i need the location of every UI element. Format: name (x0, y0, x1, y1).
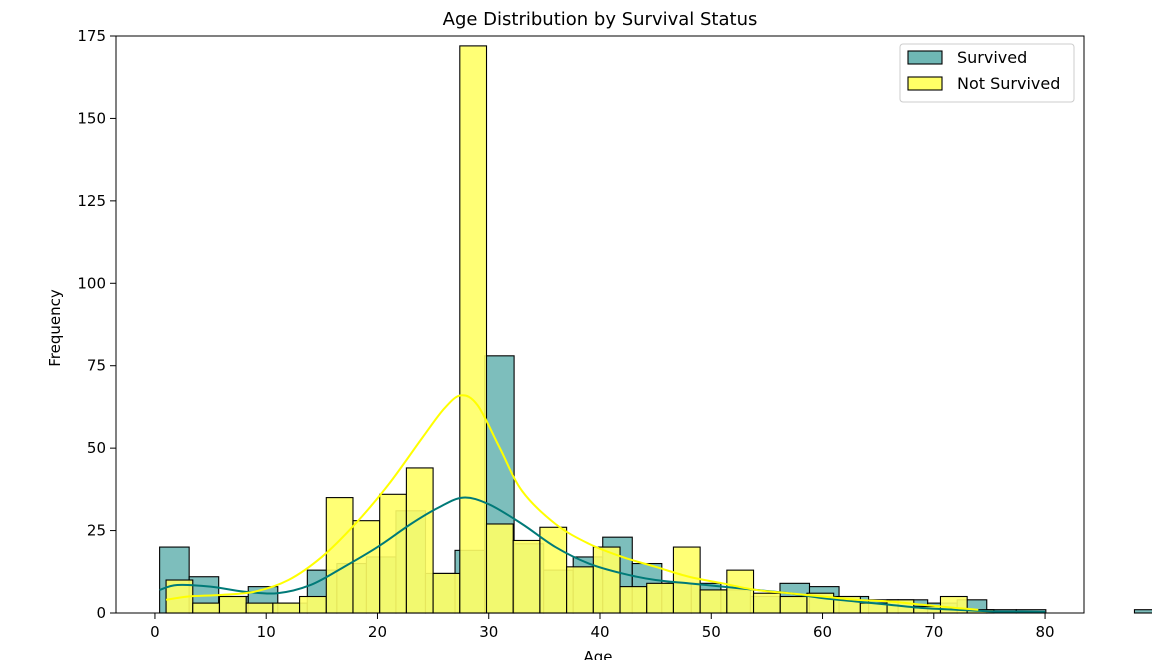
histogram-bar (272, 602, 301, 614)
histogram-bar (726, 569, 755, 614)
x-tick-label: 80 (1036, 623, 1055, 641)
x-tick-label: 0 (150, 623, 160, 641)
axes: 0 10 20 30 40 50 60 70 80 0 25 50 75 100 125 150 175 (77, 27, 1085, 641)
legend[interactable]: Survived Not Survived (899, 43, 1075, 103)
chart-title: Age Distribution by Survival Status (443, 9, 758, 30)
histogram-bar (619, 586, 648, 614)
histogram-bar (485, 523, 514, 614)
x-axis-label: Age (583, 648, 612, 660)
histogram-bar (379, 493, 407, 614)
histogram-bar (699, 589, 728, 614)
x-tick-label: 50 (702, 623, 721, 641)
legend-swatch (907, 76, 943, 91)
histogram-bar (192, 602, 221, 614)
y-axis-label: Frequency (46, 289, 64, 367)
legend-swatch (907, 50, 943, 65)
legend-label: Survived (957, 48, 1027, 67)
y-tick-label: 100 (77, 274, 106, 292)
kde-line-not-survived (165, 394, 979, 611)
y-tick-label: 0 (96, 604, 106, 622)
histogram-bar (1133, 609, 1152, 614)
legend-label: Not Survived (957, 74, 1060, 93)
histogram-bar (566, 566, 594, 614)
histogram-bar (779, 595, 808, 614)
histogram-bar (405, 467, 434, 614)
plot-area (159, 45, 1152, 614)
histogram-bar (245, 602, 274, 614)
x-tick-label: 30 (479, 623, 498, 641)
histogram-bar (592, 546, 621, 614)
x-tick-label: 60 (813, 623, 832, 641)
y-tick-label: 175 (77, 27, 106, 45)
y-tick-label: 75 (87, 357, 106, 375)
y-tick-label: 25 (87, 522, 106, 540)
kde-line-survived (159, 496, 1046, 614)
histogram-bar (646, 582, 674, 614)
histogram-bar (512, 539, 541, 614)
histogram-bar (459, 45, 488, 614)
histogram-bar (325, 497, 354, 614)
histogram-bar (432, 572, 461, 614)
legend-box (899, 43, 1075, 103)
y-tick-label: 150 (77, 109, 106, 127)
x-tick-label: 40 (590, 623, 609, 641)
series-not-survived-bars (165, 45, 995, 614)
histogram-bar (218, 595, 247, 614)
y-tick-label: 125 (77, 192, 106, 210)
histogram-bar (352, 520, 381, 614)
x-tick-label: 70 (924, 623, 943, 641)
x-tick-label: 20 (368, 623, 387, 641)
histogram-bar (672, 546, 701, 614)
histogram-bar (752, 592, 781, 614)
histogram-bar (299, 595, 327, 614)
y-tick-label: 50 (87, 439, 106, 457)
x-tick-label: 10 (257, 623, 276, 641)
